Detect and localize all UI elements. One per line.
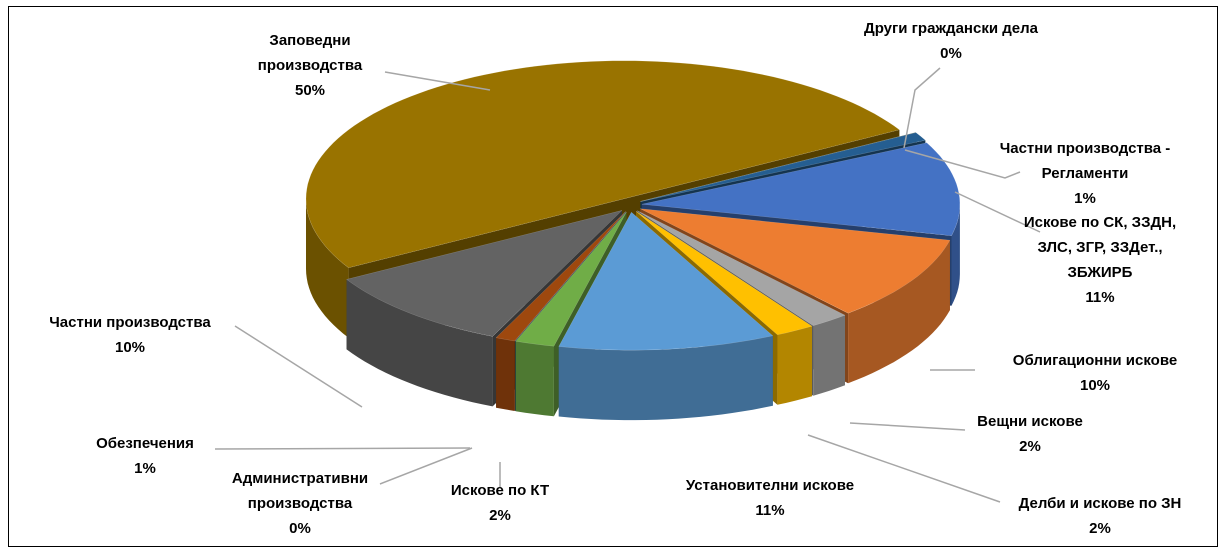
category-label: Частни производства - Регламенти xyxy=(999,140,1171,182)
value-label: 1% xyxy=(1074,190,1096,207)
chart-frame xyxy=(8,6,1218,547)
slice-top xyxy=(558,211,774,351)
leader-line xyxy=(849,422,966,431)
slice-side xyxy=(306,198,349,338)
slice-side xyxy=(515,341,554,417)
data-label: Заповедни производства 50% xyxy=(240,28,380,103)
slice-top xyxy=(641,142,961,236)
value-label: 2% xyxy=(1019,438,1041,455)
value-label: 10% xyxy=(1079,377,1111,394)
category-label: Облигационни искове xyxy=(1012,352,1178,369)
category-label: Вещни искове xyxy=(977,413,1083,430)
data-label: Административни производства 0% xyxy=(210,466,390,541)
data-label: Обезпечения 1% xyxy=(0,431,295,481)
category-label: Административни производства xyxy=(231,470,369,512)
data-label: Вещни искове 2% xyxy=(880,409,1180,459)
value-label: 10% xyxy=(114,339,146,356)
slice xyxy=(558,211,774,421)
category-label: Искове по КТ xyxy=(450,482,550,499)
leader-line xyxy=(379,447,473,485)
slice-side xyxy=(496,337,515,411)
category-label: Установителни искове xyxy=(685,477,855,494)
leader-line xyxy=(904,149,1021,179)
data-label: Искове по КТ 2% xyxy=(350,478,650,528)
slice-side xyxy=(777,326,812,405)
slice-top xyxy=(635,210,813,336)
value-label: 2% xyxy=(489,507,511,524)
leader-line xyxy=(384,71,491,91)
data-label: Други граждански дела 0% xyxy=(801,16,1101,66)
slice-top xyxy=(640,132,916,202)
slice-top xyxy=(640,208,951,314)
value-label: 0% xyxy=(940,45,962,62)
leader-line xyxy=(954,191,1041,233)
value-label: 11% xyxy=(1085,289,1115,306)
leader-line xyxy=(807,434,1001,503)
value-label: 2% xyxy=(1089,520,1111,537)
category-label: Заповедни производства xyxy=(257,32,363,74)
data-label: Делби и искове по ЗН 2% xyxy=(950,491,1228,541)
slice-top xyxy=(515,211,627,347)
slice-side xyxy=(558,335,773,421)
value-label: 11% xyxy=(755,502,785,519)
category-label: Частни производства xyxy=(49,314,211,331)
slice-top xyxy=(514,211,626,342)
leader-line xyxy=(234,325,363,408)
slice-top xyxy=(346,209,623,337)
category-label: Делби и искове по ЗН xyxy=(1018,495,1182,512)
data-label: Частни производства - Регламенти 1% xyxy=(995,136,1175,211)
slice-side xyxy=(346,279,493,407)
data-label: Установителни искове 11% xyxy=(620,473,920,523)
value-label: 1% xyxy=(134,460,156,477)
category-label: Искове по СК, ЗЗДН, ЗЛС, ЗГР, ЗЗДет., ЗБ… xyxy=(1023,214,1177,281)
slice-top xyxy=(305,60,900,269)
slice-side xyxy=(848,240,950,384)
data-label: Облигационни искове 10% xyxy=(945,348,1228,398)
category-label: Обезпечения xyxy=(96,435,194,452)
value-label: 50% xyxy=(294,82,326,99)
slice-side xyxy=(951,204,960,306)
slice-top xyxy=(637,210,846,326)
leader-line xyxy=(903,67,941,149)
data-label: Частни производства 10% xyxy=(0,310,280,360)
data-label: Искове по СК, ЗЗДН, ЗЛС, ЗГР, ЗЗДет., ЗБ… xyxy=(1015,210,1185,310)
slice-top xyxy=(495,211,626,342)
slice-side xyxy=(813,315,845,396)
leader-line xyxy=(214,447,471,450)
category-label: Други граждански дела xyxy=(864,20,1038,37)
value-label: 0% xyxy=(289,520,311,537)
slice-top xyxy=(640,132,926,202)
